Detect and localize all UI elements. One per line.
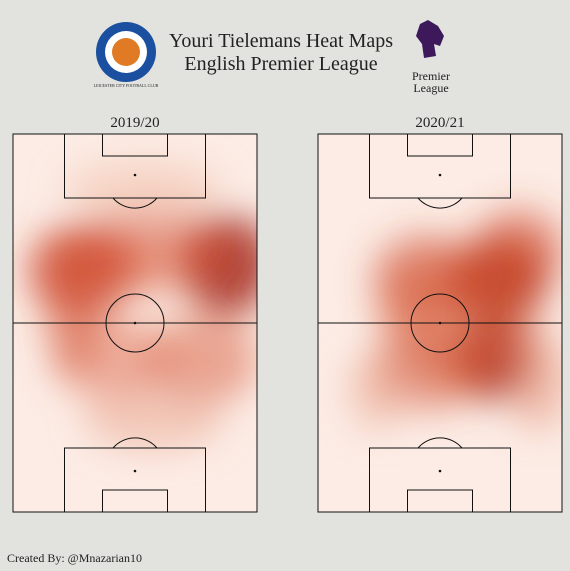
spot	[133, 321, 137, 325]
heat-blob	[63, 160, 223, 220]
heat-blob	[83, 390, 223, 450]
league-logo-text: League	[413, 81, 448, 95]
spot	[438, 173, 442, 177]
title: Youri Tielemans Heat Maps	[169, 30, 393, 52]
league-logo: Premier League	[412, 20, 450, 95]
league-logo-text: Premier	[412, 69, 450, 83]
club-logo: LEICESTER CITY FOOTBALL CLUB	[94, 22, 159, 88]
pitch-line	[417, 437, 463, 449]
heat	[348, 210, 562, 430]
spot	[438, 321, 442, 325]
heat-blob	[148, 315, 257, 405]
heat	[28, 160, 257, 450]
pitch-panel: 2020/21	[317, 115, 563, 513]
pitches: 2019/20 2020/21	[12, 115, 563, 513]
pitch-line	[407, 489, 473, 513]
heat-blob	[348, 350, 408, 430]
credit: Created By: @Mnazarian10	[7, 551, 142, 565]
pitch-line	[417, 197, 463, 209]
panel-title: 2019/20	[110, 115, 159, 131]
panel-title: 2020/21	[415, 115, 464, 131]
pitch-line	[102, 133, 168, 157]
pitch-line	[410, 293, 470, 353]
spot	[133, 173, 137, 177]
pitch-line	[112, 437, 158, 449]
spot	[133, 469, 137, 473]
heat-blob	[378, 260, 538, 380]
pitch-line	[112, 197, 158, 209]
subtitle: English Premier League	[184, 53, 377, 75]
heat-blob	[73, 210, 233, 290]
pitch-line	[102, 489, 168, 513]
club-logo-text: LEICESTER CITY FOOTBALL CLUB	[94, 83, 159, 88]
heat-blob	[43, 230, 103, 370]
heat-blob	[508, 330, 562, 430]
pitch-line	[105, 293, 165, 353]
pitch-line	[407, 133, 473, 157]
pitch-panel: 2019/20	[12, 115, 258, 513]
spot	[438, 469, 442, 473]
